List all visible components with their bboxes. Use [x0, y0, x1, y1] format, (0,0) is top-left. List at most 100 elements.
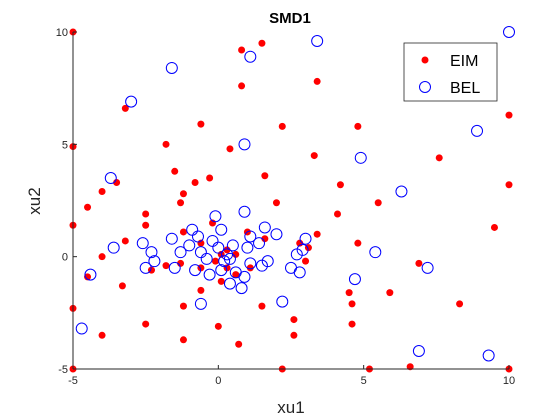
- point-bel: [191, 230, 204, 243]
- point-eim: [302, 257, 310, 265]
- point-eim: [121, 237, 129, 245]
- point-bel: [165, 232, 178, 245]
- point-bel: [139, 261, 152, 274]
- point-eim: [162, 140, 170, 148]
- x-tick-label: 0: [215, 375, 221, 387]
- point-bel: [354, 151, 367, 164]
- x-axis-label: xu1: [277, 398, 304, 417]
- point-bel: [200, 252, 213, 265]
- point-bel: [194, 297, 207, 310]
- point-eim: [162, 262, 170, 270]
- point-eim: [354, 239, 362, 247]
- y-tick-label: -5: [58, 364, 68, 376]
- point-bel: [84, 268, 97, 281]
- point-eim: [354, 122, 362, 130]
- point-eim: [261, 235, 269, 243]
- point-eim: [171, 167, 179, 175]
- point-bel: [369, 246, 382, 259]
- point-eim: [226, 145, 234, 153]
- point-eim: [272, 199, 280, 207]
- point-eim: [177, 259, 185, 267]
- point-eim: [258, 39, 266, 47]
- point-eim: [197, 286, 205, 294]
- point-bel: [421, 261, 434, 274]
- point-bel: [471, 124, 484, 137]
- point-eim: [197, 120, 205, 128]
- point-eim: [232, 271, 240, 279]
- point-bel: [258, 221, 271, 234]
- legend: EIM BEL: [403, 42, 498, 102]
- point-eim: [84, 203, 92, 211]
- point-bel: [238, 270, 251, 283]
- point-eim: [142, 320, 150, 328]
- point-eim: [142, 210, 150, 218]
- point-bel: [412, 345, 425, 358]
- point-eim: [290, 331, 298, 339]
- point-bel: [209, 210, 222, 223]
- point-eim: [179, 228, 187, 236]
- chart-title: SMD1: [269, 10, 311, 27]
- x-tick-label: 10: [503, 375, 515, 387]
- legend-label-eim: EIM: [450, 53, 478, 70]
- point-eim: [113, 179, 121, 187]
- point-eim: [179, 190, 187, 198]
- point-eim: [313, 230, 321, 238]
- point-eim: [191, 179, 199, 187]
- point-eim: [232, 250, 240, 258]
- point-bel: [348, 273, 361, 286]
- series-bel: [75, 26, 515, 362]
- legend-box: [403, 42, 498, 102]
- point-bel: [244, 230, 257, 243]
- point-bel: [212, 241, 225, 254]
- point-eim: [238, 82, 246, 90]
- point-eim: [348, 300, 356, 308]
- point-eim: [121, 104, 129, 112]
- point-eim: [435, 154, 443, 162]
- point-eim: [223, 246, 231, 254]
- x-tick-label: -5: [68, 375, 78, 387]
- point-bel: [107, 241, 120, 254]
- point-eim: [415, 259, 423, 267]
- legend-marker-eim: [421, 56, 429, 64]
- legend-label-bel: BEL: [450, 80, 480, 97]
- point-eim: [313, 77, 321, 85]
- point-bel: [104, 172, 117, 185]
- y-tick-label: 0: [62, 252, 68, 264]
- point-bel: [241, 241, 254, 254]
- point-eim: [98, 253, 106, 261]
- point-bel: [125, 95, 138, 108]
- point-eim: [348, 320, 356, 328]
- point-eim: [310, 152, 318, 160]
- point-eim: [334, 210, 342, 218]
- point-bel: [183, 239, 196, 252]
- point-bel: [215, 223, 228, 236]
- point-eim: [386, 289, 394, 297]
- point-bel: [218, 255, 231, 268]
- point-eim: [142, 221, 150, 229]
- point-eim: [246, 264, 254, 272]
- point-bel: [311, 34, 324, 47]
- point-bel: [299, 232, 312, 245]
- point-bel: [145, 246, 158, 259]
- y-tick-label: 10: [56, 27, 68, 39]
- point-bel: [293, 266, 306, 279]
- point-bel: [244, 50, 257, 63]
- point-bel: [238, 205, 251, 218]
- point-eim: [456, 300, 464, 308]
- point-eim: [217, 277, 225, 285]
- point-eim: [505, 111, 513, 119]
- point-bel: [244, 257, 257, 270]
- point-bel: [75, 322, 88, 335]
- point-bel: [165, 61, 178, 74]
- point-eim: [84, 273, 92, 281]
- point-bel: [168, 261, 181, 274]
- point-bel: [395, 185, 408, 198]
- point-eim: [179, 302, 187, 310]
- point-eim: [490, 223, 498, 231]
- point-bel: [203, 268, 216, 281]
- point-eim: [238, 46, 246, 54]
- point-bel: [503, 26, 515, 38]
- point-bel: [223, 252, 236, 265]
- point-bel: [276, 295, 289, 308]
